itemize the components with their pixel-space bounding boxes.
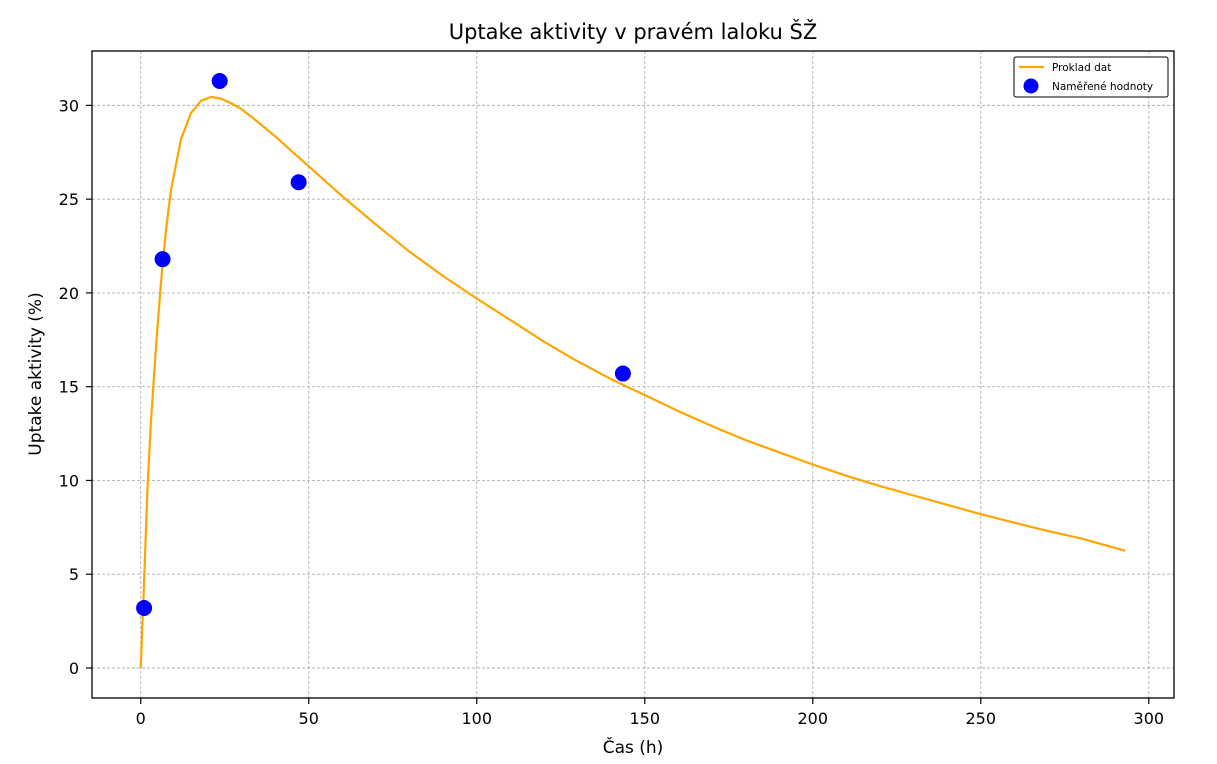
measured-point	[154, 251, 171, 268]
x-tick-label: 0	[136, 709, 146, 728]
x-tick-label: 150	[629, 709, 660, 728]
plot-frame	[91, 50, 1175, 699]
y-tick-label: 15	[59, 378, 79, 397]
y-tick-label: 30	[59, 96, 79, 115]
legend-measured-marker	[1023, 78, 1039, 94]
x-tick-label: 200	[797, 709, 828, 728]
y-tick-label: 20	[59, 284, 79, 303]
legend-fit-label: Proklad dat	[1052, 62, 1111, 74]
legend-box	[1013, 56, 1169, 98]
measured-point	[136, 599, 153, 616]
fit-series	[139, 95, 1126, 669]
y-tick-label: 10	[59, 471, 79, 490]
measured-point	[290, 174, 307, 191]
y-tick-label: 0	[69, 659, 79, 678]
y-axis-label: Uptake aktivity (%)	[26, 292, 46, 455]
x-axis-label: Čas (h)	[603, 736, 664, 758]
x-tick-label: 50	[299, 709, 319, 728]
grid	[92, 51, 1174, 698]
measured-point	[211, 73, 228, 90]
legend: Proklad dat Naměřené hodnoty	[1013, 56, 1169, 98]
measured-series	[136, 73, 631, 616]
chart-title: Uptake aktivity v pravém laloku ŠŽ	[449, 19, 818, 44]
x-tick-label: 300	[1134, 709, 1165, 728]
y-tick-label: 5	[69, 565, 79, 584]
fit-line	[139, 95, 1126, 669]
legend-measured-label: Naměřené hodnoty	[1052, 81, 1153, 93]
y-tick-label: 25	[59, 190, 79, 209]
x-tick-label: 100	[461, 709, 492, 728]
x-tick-label: 250	[966, 709, 997, 728]
axis-ticks: 0 50 100 150 200 250 300 0 5 10 15 20 25 30	[59, 96, 1164, 728]
measured-point	[614, 365, 631, 382]
